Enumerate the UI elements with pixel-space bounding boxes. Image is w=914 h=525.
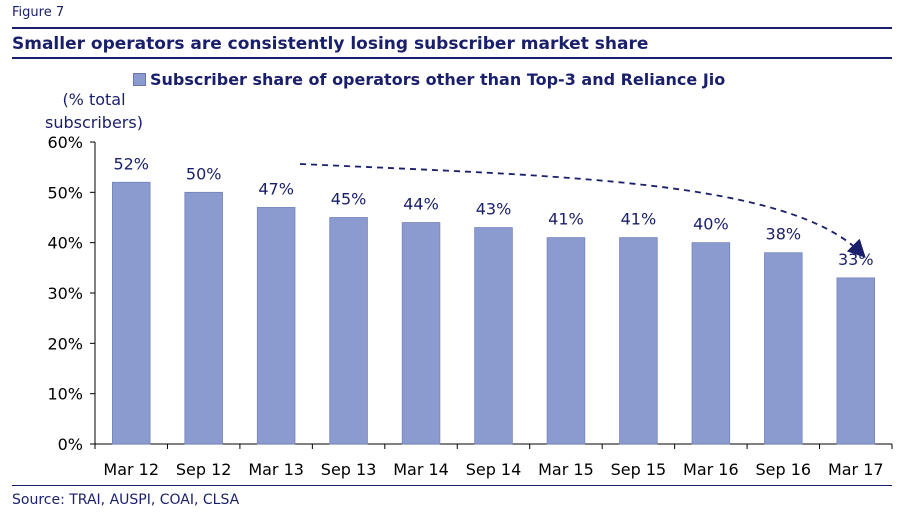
y-tick-label: 30% <box>47 284 83 303</box>
bar <box>474 227 513 445</box>
x-tick-label: Mar 14 <box>393 460 449 479</box>
bar <box>619 237 658 445</box>
data-label: 38% <box>766 225 802 244</box>
x-tick-label: Mar 15 <box>538 460 594 479</box>
y-tick-label: 10% <box>47 385 83 404</box>
y-tick-label: 60% <box>47 133 83 152</box>
chart-title: Smaller operators are consistently losin… <box>12 34 649 54</box>
data-label: 50% <box>186 164 222 183</box>
y-axis-label-line2: subscribers) <box>45 113 143 132</box>
data-label: 45% <box>331 190 367 209</box>
x-tick-label: Sep 12 <box>176 460 232 479</box>
figure-label: Figure 7 <box>12 5 65 20</box>
data-label: 33% <box>838 250 874 269</box>
y-tick-label: 20% <box>47 334 83 353</box>
bar <box>764 252 803 445</box>
data-label: 40% <box>693 215 729 234</box>
y-axis-label-line1: (% total <box>62 90 126 109</box>
x-tick-label: Sep 15 <box>611 460 667 479</box>
y-tick-label: 40% <box>47 234 83 253</box>
bars <box>111 181 876 445</box>
labels: 52% Mar 12 50% Sep 12 47% Mar 13 45% Sep 13 44% M… <box>103 154 883 479</box>
source-note: Source: TRAI, AUSPI, COAI, CLSA <box>12 492 240 508</box>
bar <box>329 217 368 445</box>
y-tick-label: 0% <box>58 435 83 454</box>
x-tick-label: Mar 16 <box>683 460 739 479</box>
bar <box>546 237 586 445</box>
legend-label: Subscriber share of operators other than… <box>150 70 726 89</box>
data-label: 43% <box>476 200 512 219</box>
bar <box>691 242 731 445</box>
x-tick-label: Sep 14 <box>466 460 522 479</box>
bar <box>184 191 223 445</box>
bottom-rule <box>12 485 892 486</box>
bar <box>401 222 441 445</box>
data-label: 52% <box>113 154 149 173</box>
bar <box>111 181 151 445</box>
y-axis-label: (% total subscribers) <box>36 88 152 134</box>
data-label: 47% <box>258 179 294 198</box>
x-tick-label: Mar 13 <box>248 460 304 479</box>
top-rule <box>12 27 892 29</box>
bar <box>836 277 876 445</box>
chart-legend: Subscriber share of operators other than… <box>133 70 725 89</box>
data-label: 41% <box>548 210 584 229</box>
legend-swatch <box>133 73 146 86</box>
x-tick-label: Mar 12 <box>103 460 159 479</box>
trend-arrow <box>299 163 866 258</box>
x-tick-label: Mar 17 <box>828 460 884 479</box>
bar <box>256 207 296 445</box>
title-rule <box>12 57 892 59</box>
data-label: 44% <box>403 195 439 214</box>
y-tick-label: 50% <box>47 183 83 202</box>
x-tick-label: Sep 13 <box>321 460 377 479</box>
x-tick-label: Sep 16 <box>756 460 812 479</box>
data-label: 41% <box>621 210 657 229</box>
